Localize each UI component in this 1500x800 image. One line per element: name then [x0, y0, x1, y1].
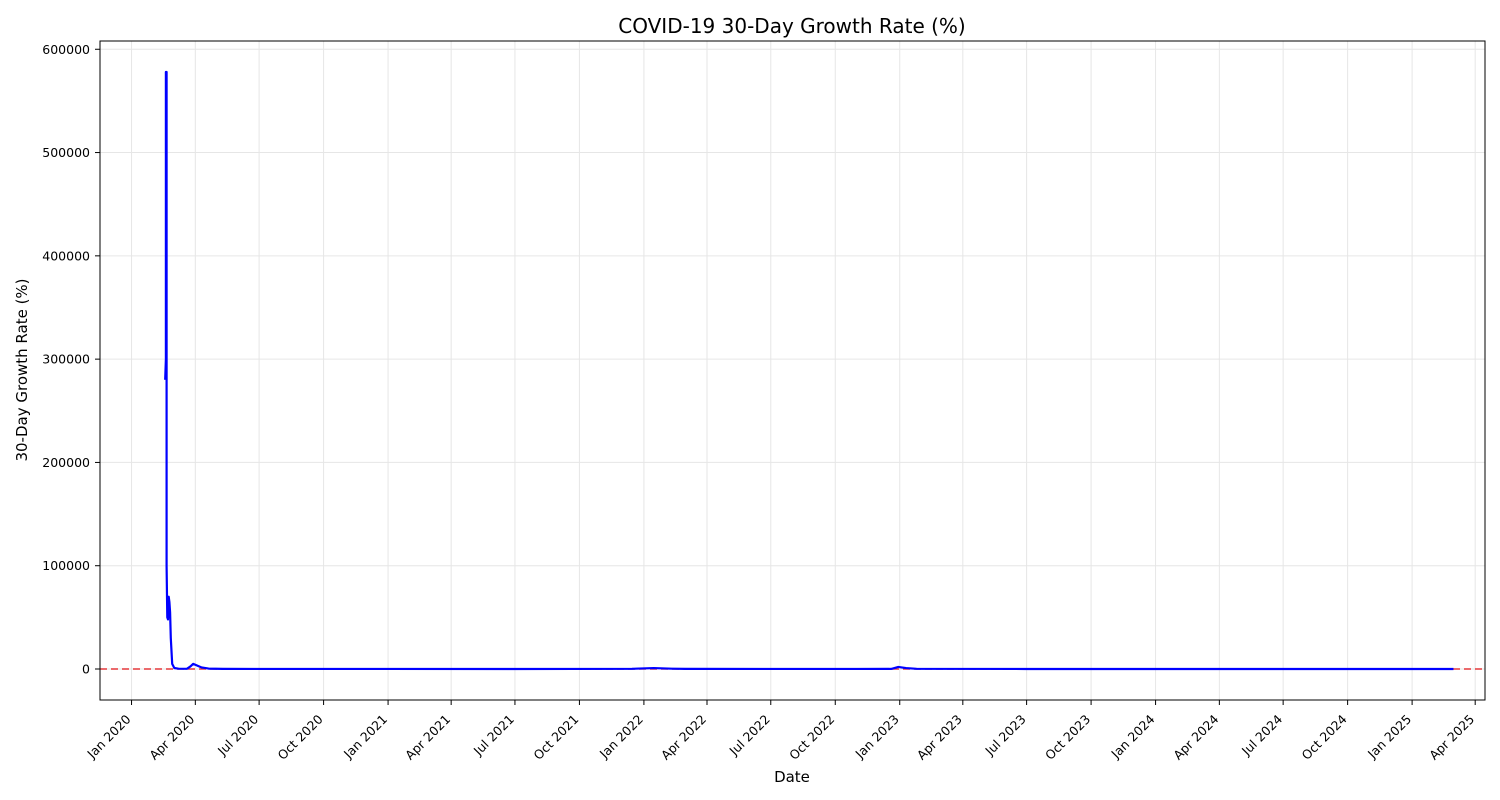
- x-tick-label: Jul 2021: [470, 712, 517, 759]
- x-tick-label: Oct 2022: [786, 712, 837, 763]
- x-tick-label: Apr 2024: [1170, 711, 1221, 762]
- x-tick-label: Apr 2025: [1426, 712, 1477, 763]
- x-tick-label: Jul 2022: [726, 712, 773, 759]
- y-ticks: 0 100000 200000 300000 400000 500000 600000: [42, 42, 100, 677]
- x-tick-label: Oct 2023: [1042, 712, 1093, 763]
- x-tick-label: Oct 2020: [275, 711, 326, 762]
- y-tick-label: 200000: [42, 455, 90, 470]
- x-axis-label: Date: [774, 768, 810, 786]
- series-group: [164, 70, 1454, 671]
- x-tick-label: Jan 2021: [340, 712, 390, 762]
- x-tick-label: Apr 2021: [402, 712, 453, 763]
- series-line: [164, 70, 1454, 671]
- x-tick-label: Jul 2020: [214, 711, 261, 758]
- y-tick-label: 100000: [42, 558, 90, 573]
- x-tick-label: Jan 2022: [596, 712, 646, 762]
- x-tick-label: Jan 2024: [1107, 711, 1157, 761]
- y-axis-label: 30-Day Growth Rate (%): [13, 278, 31, 461]
- y-tick-label: 0: [82, 662, 90, 677]
- x-tick-label: Jul 2023: [981, 712, 1028, 759]
- y-tick-label: 500000: [42, 145, 90, 160]
- x-tick-label: Apr 2023: [914, 712, 965, 763]
- x-tick-label: Jul 2024: [1238, 711, 1285, 758]
- x-ticks: Jan 2020 Apr 2020 Jul 2020 Oct 2020 Jan 2021…: [83, 700, 1477, 763]
- x-tick-label: Apr 2022: [658, 712, 709, 763]
- x-tick-label: Oct 2024: [1299, 711, 1350, 762]
- y-tick-label: 600000: [42, 42, 90, 57]
- y-tick-label: 400000: [42, 248, 90, 263]
- x-tick-label: Jan 2020: [83, 711, 133, 761]
- chart-title: COVID-19 30-Day Growth Rate (%): [618, 14, 965, 38]
- plot-frame: [99, 40, 1486, 701]
- x-tick-label: Apr 2020: [146, 711, 197, 762]
- x-tick-label: Oct 2021: [530, 712, 581, 763]
- y-tick-label: 300000: [42, 352, 90, 367]
- x-tick-label: Jan 2025: [1364, 712, 1414, 762]
- x-tick-label: Jan 2023: [852, 712, 902, 762]
- grid: [100, 41, 1485, 700]
